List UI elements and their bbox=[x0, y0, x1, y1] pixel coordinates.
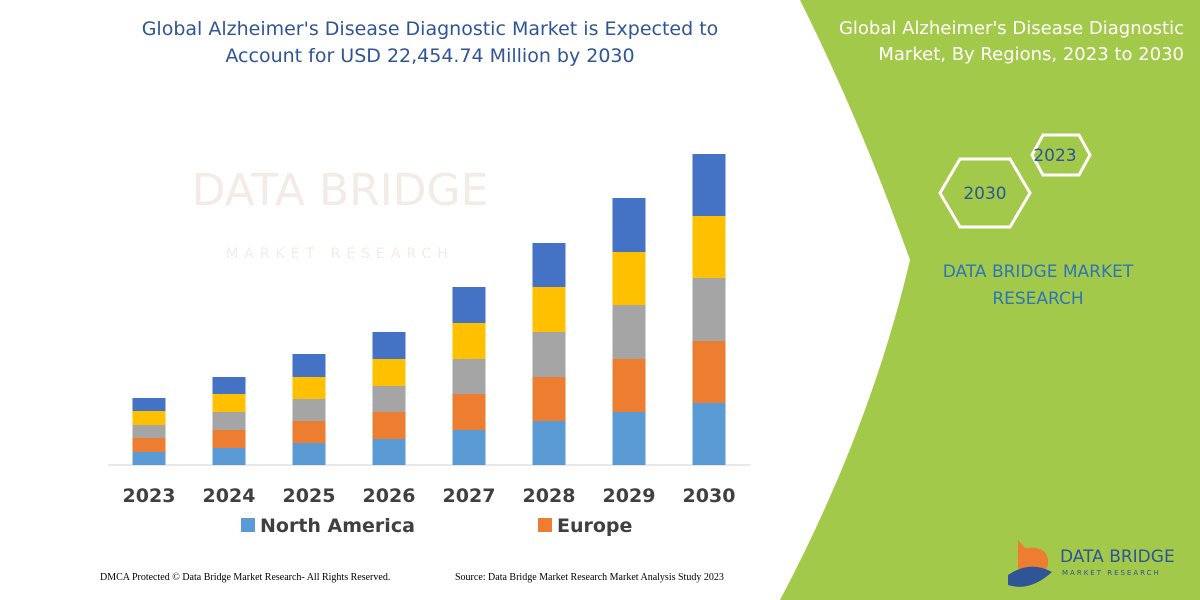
logo-brand: DATA BRIDGE bbox=[1060, 547, 1175, 567]
bar-segment bbox=[212, 412, 246, 430]
bar-segment bbox=[132, 411, 166, 425]
bar-segment bbox=[212, 448, 246, 465]
hexagon bbox=[938, 157, 1032, 229]
bar-segment bbox=[212, 377, 246, 394]
legend-swatch bbox=[538, 518, 552, 532]
bar-segment bbox=[132, 438, 166, 452]
x-tick-label: 2030 bbox=[683, 485, 736, 507]
bar-segment bbox=[532, 332, 566, 377]
watermark-tagline: MARKET RESEARCH bbox=[226, 246, 454, 262]
bar-segment bbox=[372, 439, 406, 465]
bar-segment bbox=[132, 398, 166, 411]
hex-label: 2030 bbox=[963, 184, 1006, 204]
bar-segment bbox=[292, 421, 326, 443]
x-tick-label: 2028 bbox=[523, 485, 576, 507]
footer-rights: DMCA Protected © Data Bridge Market Rese… bbox=[100, 572, 391, 583]
watermark-brand: DATA BRIDGE bbox=[192, 165, 489, 216]
logo-tagline: MARKET RESEARCH bbox=[1062, 569, 1161, 577]
bar-segment bbox=[452, 359, 486, 394]
hex-label: 2023 bbox=[1033, 146, 1076, 166]
bar-segment bbox=[292, 377, 326, 399]
bar-segment bbox=[292, 354, 326, 377]
bar-segment bbox=[692, 216, 726, 278]
chart-title: Global Alzheimer's Disease Diagnostic Ma… bbox=[141, 18, 719, 67]
bar-segment bbox=[372, 386, 406, 412]
bar-segment bbox=[532, 287, 566, 332]
bar-segment bbox=[692, 403, 726, 465]
x-tick-label: 2025 bbox=[283, 485, 336, 507]
x-tick-label: 2023 bbox=[123, 485, 176, 507]
bar-segment bbox=[372, 359, 406, 386]
x-tick-label: 2029 bbox=[603, 485, 656, 507]
logo-mark bbox=[1008, 566, 1052, 587]
company-name: DATA BRIDGE MARKET RESEARCH bbox=[942, 262, 1134, 309]
panel-title: Global Alzheimer's Disease Diagnostic Ma… bbox=[838, 18, 1184, 65]
bar-segment bbox=[452, 430, 486, 465]
bar-segment bbox=[452, 323, 486, 359]
bar-segment bbox=[372, 412, 406, 439]
bar-segment bbox=[612, 252, 646, 305]
bar-segment bbox=[452, 287, 486, 323]
legend-label: North America bbox=[260, 515, 415, 537]
bar-segment bbox=[612, 305, 646, 359]
bar-segment bbox=[132, 452, 166, 465]
x-tick-label: 2026 bbox=[363, 485, 416, 507]
bar-segment bbox=[212, 430, 246, 448]
bar-segment bbox=[132, 425, 166, 438]
bar-segment bbox=[292, 399, 326, 421]
bar-segment bbox=[532, 377, 566, 421]
x-tick-label: 2027 bbox=[443, 485, 496, 507]
bar-segment bbox=[372, 332, 406, 359]
bar-segment bbox=[532, 243, 566, 287]
bar-segment bbox=[612, 198, 646, 252]
bar-segment bbox=[532, 421, 566, 465]
bar-segment bbox=[452, 394, 486, 430]
legend-label: Europe bbox=[557, 515, 632, 537]
side-panel bbox=[780, 0, 1200, 600]
x-tick-label: 2024 bbox=[203, 485, 256, 507]
bar-segment bbox=[692, 278, 726, 341]
footer-source: Source: Data Bridge Market Research Mark… bbox=[455, 572, 724, 583]
bar-segment bbox=[612, 412, 646, 465]
bar-segment bbox=[212, 394, 246, 412]
bar-segment bbox=[692, 154, 726, 216]
bar-segment bbox=[612, 359, 646, 412]
bar-segment bbox=[292, 443, 326, 465]
bar-segment bbox=[692, 341, 726, 403]
legend-swatch bbox=[241, 518, 255, 532]
hexagon bbox=[1030, 133, 1092, 177]
